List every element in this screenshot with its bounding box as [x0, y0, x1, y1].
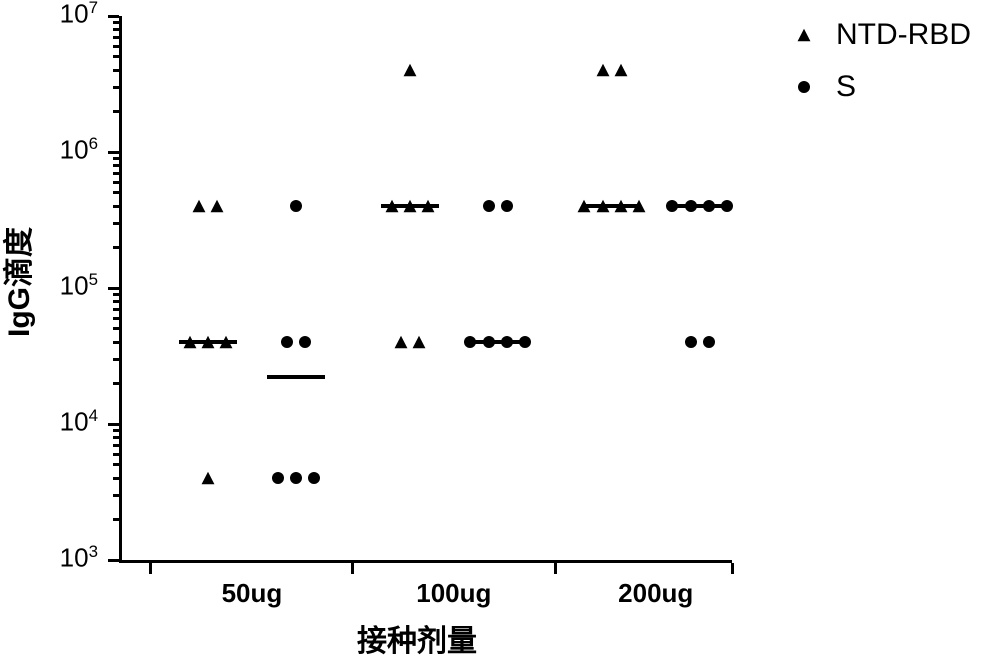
circle-marker — [501, 200, 513, 212]
median-line — [583, 204, 641, 208]
y-minor-tick — [113, 181, 119, 184]
circle-marker — [281, 336, 293, 348]
y-tick-label: 104 — [48, 406, 98, 438]
y-tick-label: 103 — [48, 542, 98, 574]
y-minor-tick — [113, 222, 119, 225]
x-tick-label: 50ug — [192, 578, 312, 609]
median-line — [179, 340, 237, 344]
circle-marker — [685, 336, 697, 348]
y-minor-tick — [113, 110, 119, 113]
triangle-marker — [201, 471, 215, 485]
y-minor-tick — [113, 164, 119, 167]
y-minor-tick — [113, 205, 119, 208]
y-minor-tick — [113, 308, 119, 311]
y-tick-label: 107 — [48, 0, 98, 30]
y-minor-tick — [113, 172, 119, 175]
y-minor-tick — [113, 358, 119, 361]
y-minor-tick — [113, 494, 119, 497]
y-minor-tick — [113, 21, 119, 24]
x-tick-label: 200ug — [596, 578, 716, 609]
median-line — [671, 204, 729, 208]
y-minor-tick — [113, 327, 119, 330]
triangle-marker — [614, 63, 628, 77]
legend-item: S — [792, 70, 971, 104]
x-axis-line — [119, 560, 732, 563]
x-axis-title: 接种剂量 — [357, 616, 477, 660]
median-line — [267, 375, 325, 379]
circle-icon — [792, 81, 816, 93]
y-minor-tick — [113, 317, 119, 320]
y-minor-tick — [113, 246, 119, 249]
circle-marker — [272, 472, 284, 484]
triangle-marker — [394, 335, 408, 349]
y-minor-tick — [113, 45, 119, 48]
y-minor-tick — [113, 444, 119, 447]
y-minor-tick — [113, 518, 119, 521]
y-minor-tick — [113, 191, 119, 194]
y-minor-tick — [113, 453, 119, 456]
circle-marker — [299, 336, 311, 348]
legend-label: S — [836, 70, 856, 104]
y-major-tick — [108, 151, 119, 154]
y-minor-tick — [113, 436, 119, 439]
y-minor-tick — [113, 55, 119, 58]
y-minor-tick — [113, 382, 119, 385]
x-tick — [149, 563, 152, 574]
y-minor-tick — [113, 341, 119, 344]
circle-marker — [308, 472, 320, 484]
x-tick — [731, 563, 734, 574]
x-tick-label: 100ug — [394, 578, 514, 609]
y-minor-tick — [113, 429, 119, 432]
y-major-tick — [108, 423, 119, 426]
y-tick-label: 106 — [48, 134, 98, 166]
y-axis-line — [119, 16, 122, 563]
y-minor-tick — [113, 477, 119, 480]
scatter-chart: 10310410510610750ug100ug200ug IgG滴度 接种剂量… — [0, 0, 1000, 671]
y-tick-label: 105 — [48, 270, 98, 302]
triangle-marker — [210, 199, 224, 213]
y-axis-title: IgG滴度 — [0, 227, 38, 337]
triangle-marker — [412, 335, 426, 349]
x-tick — [554, 563, 557, 574]
circle-marker — [703, 336, 715, 348]
y-minor-tick — [113, 157, 119, 160]
median-line — [469, 340, 527, 344]
circle-marker — [290, 200, 302, 212]
circle-marker — [290, 472, 302, 484]
y-minor-tick — [113, 463, 119, 466]
triangle-marker — [192, 199, 206, 213]
y-minor-tick — [113, 69, 119, 72]
y-major-tick — [108, 559, 119, 562]
y-major-tick — [108, 287, 119, 290]
y-minor-tick — [113, 36, 119, 39]
triangle-marker — [403, 63, 417, 77]
triangle-marker — [596, 63, 610, 77]
median-line — [381, 204, 439, 208]
triangle-icon — [792, 28, 816, 42]
circle-marker — [483, 200, 495, 212]
y-minor-tick — [113, 300, 119, 303]
y-minor-tick — [113, 86, 119, 89]
legend-label: NTD-RBD — [836, 18, 971, 52]
y-major-tick — [108, 15, 119, 18]
y-minor-tick — [113, 293, 119, 296]
plot-area: 10310410510610750ug100ug200ug — [122, 16, 732, 560]
legend: NTD-RBD S — [792, 18, 971, 122]
legend-item: NTD-RBD — [792, 18, 971, 52]
y-minor-tick — [113, 28, 119, 31]
x-tick — [351, 563, 354, 574]
